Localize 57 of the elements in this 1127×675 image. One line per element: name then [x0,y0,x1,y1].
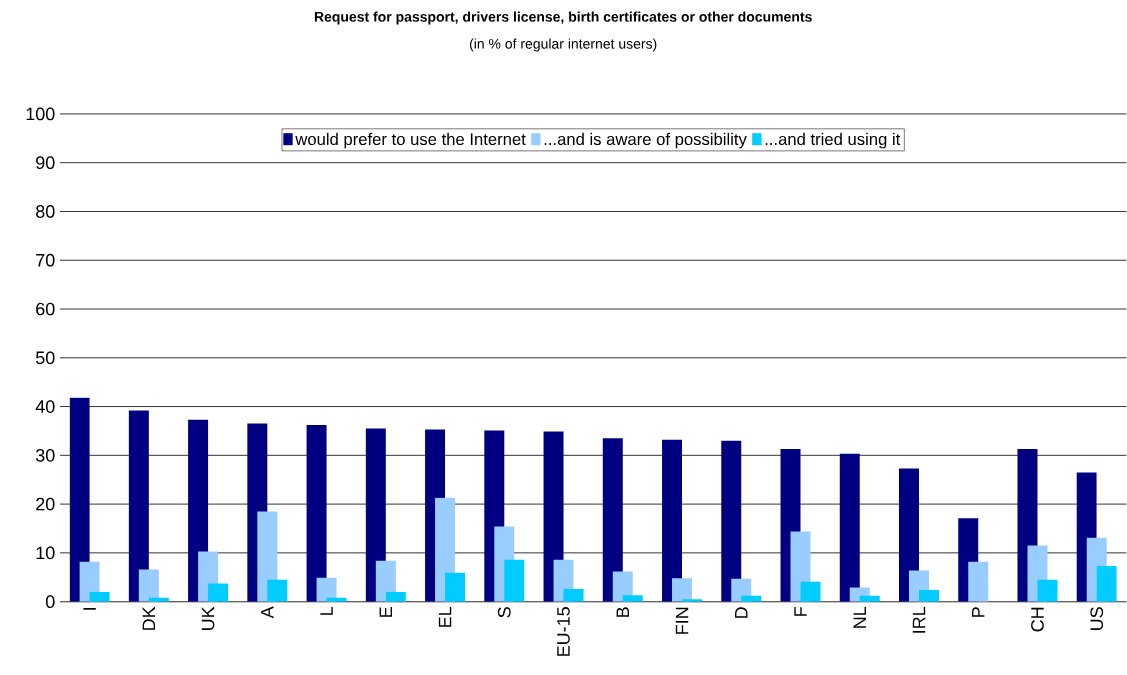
x-tick-label: NL [853,607,866,629]
bar [602,438,623,602]
bar [800,581,821,602]
bar [128,410,149,602]
bar [89,592,110,602]
x-tick-label: UK [201,606,215,631]
x-tick-label: US [1090,607,1104,631]
y-tick-label: 70 [36,254,55,267]
bar [918,590,939,602]
bar [721,440,742,602]
y-tick-label: 80 [36,205,55,219]
chart-title: Request for passport, drivers license, birth certificates or other documents [314,11,812,25]
x-tick-label: EL [438,607,452,628]
bar [662,439,683,602]
x-tick-label: D [735,607,748,619]
x-tick-label: CH [1031,608,1044,632]
bar [208,583,229,602]
y-tick-label: 30 [35,449,55,462]
x-tick-label: F [794,607,807,617]
y-tick-label: 20 [36,497,55,511]
y-tick-label: 40 [35,400,55,414]
bar [445,573,466,602]
bar [69,397,90,602]
y-tick-label: 0 [45,595,55,609]
legend-label: ...and tried using it [765,133,901,149]
y-tick-label: 50 [35,351,55,365]
bar [563,589,584,602]
bar [306,425,327,602]
x-tick-label: IRL [912,607,926,633]
bar [138,569,159,602]
x-tick-label: L [320,607,333,616]
bar [1096,566,1117,602]
y-tick-label: 60 [36,302,55,316]
bar [672,578,693,602]
x-tick-label: I [83,608,96,610]
bar [839,454,860,602]
bar [385,592,406,602]
bar [968,561,989,602]
chart-subtitle: (in % of regular internet users) [469,38,657,52]
x-tick-label: B [616,607,629,618]
y-tick-label: 10 [36,546,55,560]
legend-label: would prefer to use the Internet [295,133,526,149]
bar [504,559,525,602]
x-tick-label: E [379,607,392,618]
x-tick-label: A [261,606,274,619]
x-tick-label: P [972,607,985,618]
y-tick-label: 100 [26,107,55,121]
bar [316,577,337,602]
bar [267,579,288,602]
x-tick-label: DK [142,606,156,631]
bar [622,595,643,602]
bar [1037,579,1058,602]
x-tick-label: FIN [675,608,689,635]
y-tick-label: 90 [36,156,55,170]
x-tick-label: EU-15 [557,607,570,657]
x-tick-label: S [497,607,511,618]
legend-label: ...and is aware of possibility [544,133,747,149]
